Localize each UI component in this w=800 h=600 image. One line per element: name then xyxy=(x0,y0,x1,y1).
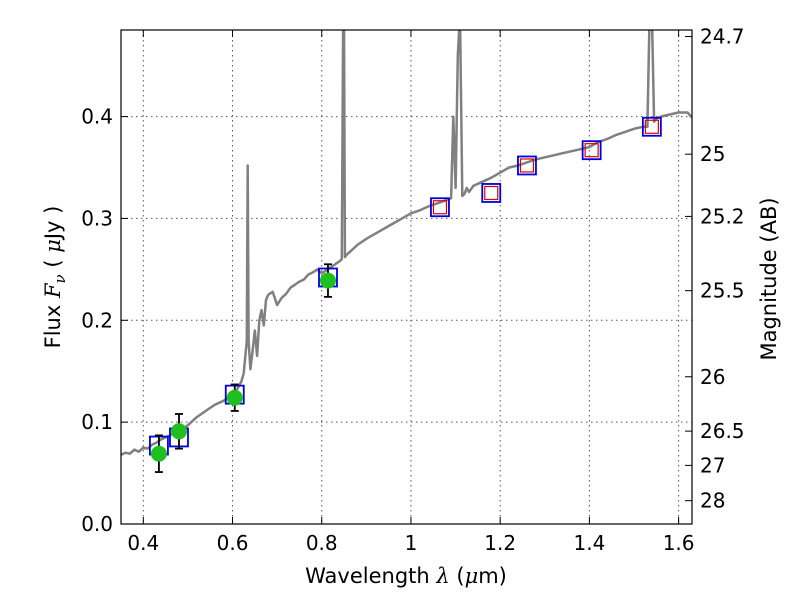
y2-axis-label: Magnitude (AB) xyxy=(757,197,781,360)
observed-point xyxy=(226,389,243,406)
y-tick-label: 0.4 xyxy=(81,105,113,129)
data-points xyxy=(149,116,662,473)
x-tick-label: 1 xyxy=(405,531,418,555)
y-tick-label: 0.2 xyxy=(81,308,113,332)
y-tick-label: 0.0 xyxy=(81,512,113,536)
y2-tick-label: 26.5 xyxy=(700,419,745,443)
axis-ticks: 0.4 0.6 0.8 1 1.2 1.4 1.6 0.0 0.1 0.2 0.3 0.4 24.7 25… xyxy=(81,24,744,555)
x-tick-label: 1.4 xyxy=(573,531,605,555)
grid xyxy=(121,30,692,524)
observed-point xyxy=(319,272,336,289)
y-tick-label: 0.1 xyxy=(81,410,113,434)
model-box xyxy=(641,116,662,137)
y2-tick-label: 25.2 xyxy=(700,204,745,228)
model-box xyxy=(481,183,502,203)
model-box xyxy=(517,155,537,176)
model-box-inner xyxy=(584,143,599,158)
x-tick-label: 1.2 xyxy=(484,531,516,555)
y2-tick-label: 26 xyxy=(700,365,725,389)
y2-tick-label: 25.5 xyxy=(700,279,745,303)
y2-tick-label: 28 xyxy=(700,489,725,513)
observed-point xyxy=(170,423,187,440)
model-box-inner xyxy=(519,158,535,173)
x-tick-label: 1.6 xyxy=(663,531,695,555)
y2-tick-label: 25 xyxy=(700,142,725,166)
y2-tick-label: 24.7 xyxy=(700,24,745,48)
model-box xyxy=(430,197,450,218)
model-box-inner xyxy=(484,185,499,201)
plot-frame xyxy=(120,29,693,525)
y-axis-label: Flux Fν ( μJy ) xyxy=(41,206,69,349)
model-box xyxy=(581,140,602,161)
x-tick-label: 0.8 xyxy=(306,531,338,555)
x-axis-label: Wavelength λ (μm) xyxy=(305,564,507,588)
y-tick-label: 0.3 xyxy=(81,206,113,230)
x-tick-label: 0.4 xyxy=(127,531,159,555)
observed-point xyxy=(150,445,167,462)
spectrum-line xyxy=(121,30,692,456)
model-box-inner xyxy=(644,119,659,134)
x-tick-label: 0.6 xyxy=(217,531,249,555)
plot-area xyxy=(121,30,692,456)
model-box-inner xyxy=(432,200,448,215)
y2-tick-label: 27 xyxy=(700,453,725,477)
